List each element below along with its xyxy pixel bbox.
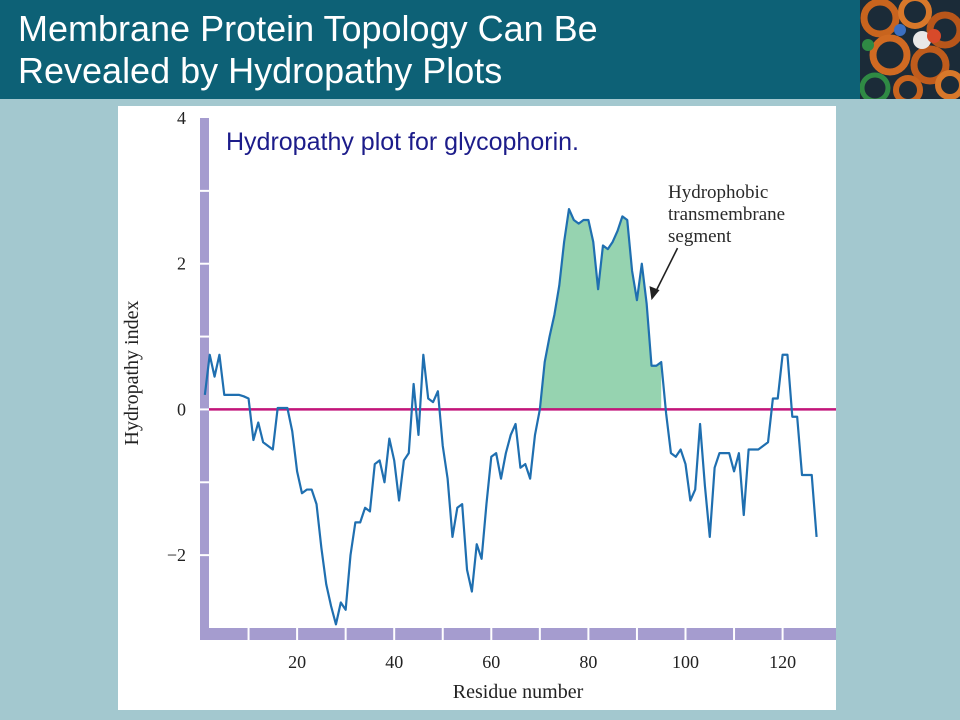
slide-title: Membrane Protein Topology Can Be Reveale… <box>18 8 848 92</box>
x-axis-label: Residue number <box>453 681 584 703</box>
title-bar: Membrane Protein Topology Can Be Reveale… <box>0 0 860 99</box>
slide-title-line-2: Revealed by Hydropathy Plots <box>18 50 503 91</box>
x-tick-label: 80 <box>579 652 597 672</box>
protein-structure-thumbnail <box>860 0 960 99</box>
x-tick-label: 100 <box>672 652 699 672</box>
slide-title-line-1: Membrane Protein Topology Can Be <box>18 8 598 49</box>
y-tick-label: 0 <box>177 399 186 419</box>
annotation-text: Hydrophobic transmembrane segment <box>668 182 785 248</box>
plot-frame-left <box>200 118 209 640</box>
y-tick-label: −2 <box>167 545 186 565</box>
annotation-line-1: Hydrophobic <box>668 182 769 203</box>
x-tick-label: 120 <box>769 652 796 672</box>
annotation-line-2: transmembrane <box>668 204 786 225</box>
annotation-arrow-line <box>653 247 679 295</box>
y-tick-label: 2 <box>177 254 186 274</box>
chart-subtitle: Hydropathy plot for glycophorin. <box>226 128 579 156</box>
plot-frame-bottom <box>200 628 836 640</box>
y-axis-label: Hydropathy index <box>121 301 143 446</box>
chart-panel: 4 2 0 −2 20 40 60 80 100 120 Residue number Hydropa… <box>118 106 836 710</box>
x-tick-label: 60 <box>482 652 500 672</box>
transmembrane-fill <box>539 209 662 410</box>
x-tick-label: 40 <box>385 652 403 672</box>
annotation-line-3: segment <box>668 226 732 247</box>
x-tick-label: 20 <box>288 652 306 672</box>
hydropathy-line <box>203 207 818 626</box>
y-tick-label: 4 <box>177 108 186 128</box>
annotation-arrow-head <box>649 286 660 301</box>
